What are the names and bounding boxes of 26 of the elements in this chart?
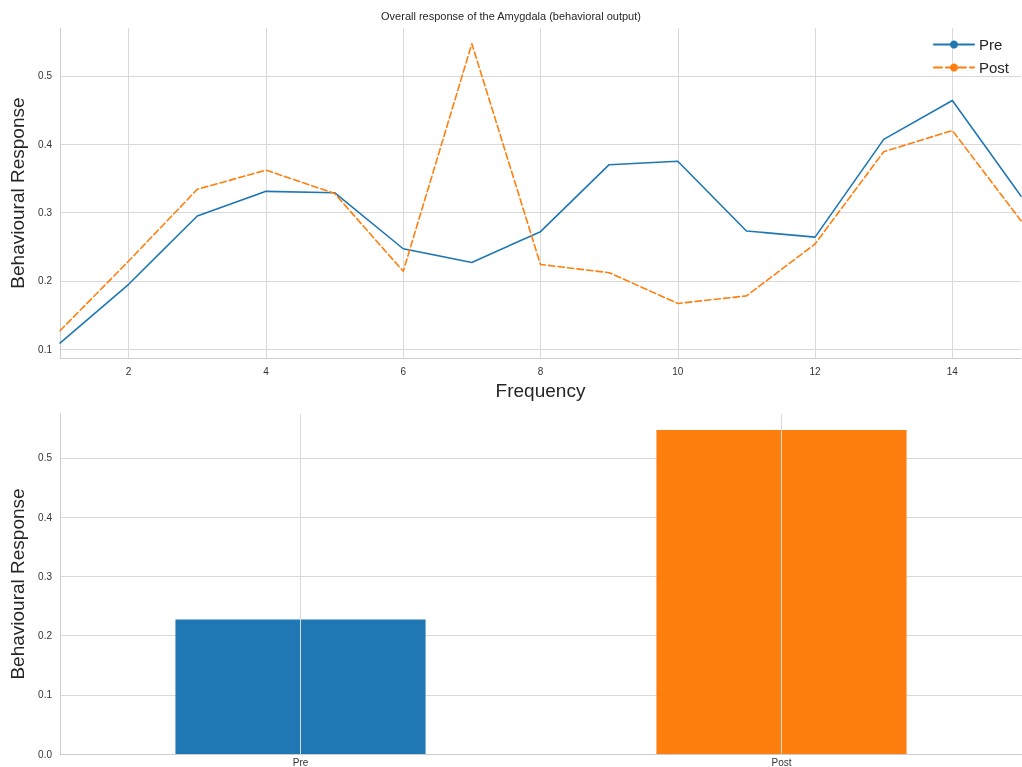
x-tick-label: 12 (809, 365, 822, 377)
y-tick-label: 0.4 (38, 511, 53, 523)
y-tick-label: 0.5 (38, 452, 53, 464)
x-tick-label: 6 (400, 365, 407, 377)
x-axis-title: Frequency (495, 380, 586, 401)
y-tick-label: 0.1 (38, 343, 53, 355)
legend-label: Post (978, 59, 1010, 76)
y-tick-label: 0.2 (38, 630, 53, 642)
x-tick-label: 14 (946, 365, 959, 377)
y-tick-label: 0.3 (38, 207, 53, 219)
y-axis-title: Behavioural Response (7, 488, 28, 680)
y-tick-label: 0.4 (38, 138, 53, 150)
x-tick-label: 4 (263, 365, 270, 377)
line-series (59, 99, 1022, 344)
x-tick-label: 2 (125, 365, 132, 377)
y-tick-label: 0.5 (38, 70, 53, 82)
y-axis-title: Behavioural Response (7, 97, 28, 289)
x-tick-label: 10 (672, 365, 684, 377)
y-tick-label: 0.1 (38, 689, 53, 701)
legend-label: Pre (978, 36, 1003, 53)
line-series (59, 42, 1022, 332)
y-tick-label: 0.2 (38, 275, 53, 287)
y-tick-label: 0.0 (38, 748, 53, 760)
x-tick-label: 8 (537, 365, 544, 377)
y-tick-label: 0.3 (38, 570, 53, 582)
chart-title: Overall response of the Amygdala (behavioral output) (381, 9, 641, 22)
